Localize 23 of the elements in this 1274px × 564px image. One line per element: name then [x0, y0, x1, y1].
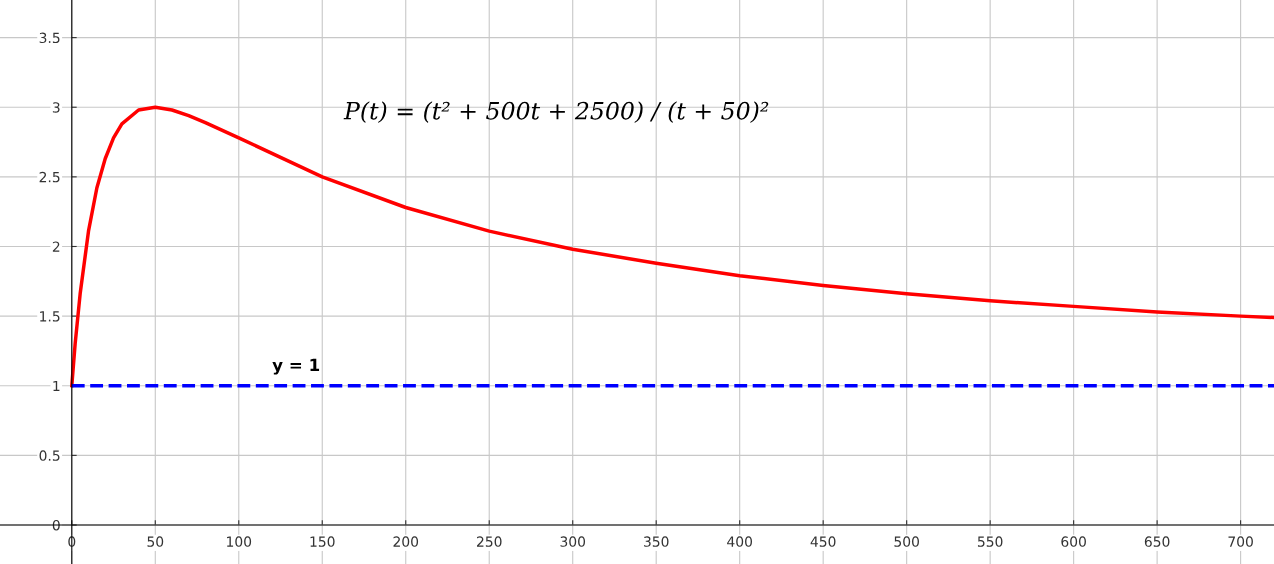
x-tick-label: 550: [977, 536, 1003, 547]
y-tick-label: 2: [52, 241, 60, 252]
x-tick-label: 700: [1228, 536, 1253, 547]
x-tick-label: 500: [894, 536, 919, 547]
ref-line-label: y = 1: [272, 358, 320, 375]
x-tick-label: 650: [1144, 536, 1170, 547]
y-tick-label: 1: [53, 380, 60, 392]
y-tick-label: 0.5: [39, 450, 60, 461]
y-tick-label: 3: [52, 102, 60, 113]
x-tick-label: 150: [310, 536, 335, 547]
x-tick-label: 450: [810, 536, 836, 547]
x-tick-label: 250: [476, 536, 502, 547]
x-tick-label: 350: [644, 536, 669, 547]
x-tick-label: 400: [727, 536, 753, 547]
y-tick-label: 1.5: [40, 311, 60, 322]
annotation: P(t) = (t² + 500t + 2500) / (t + 50)²: [343, 101, 769, 123]
x-tick-label: 200: [393, 536, 419, 547]
y-tick-label: 2.5: [39, 171, 60, 183]
y-tick-label: 3.5: [39, 32, 60, 44]
x-tick-label: 100: [227, 536, 252, 547]
x-tick-label: 50: [147, 536, 164, 547]
x-tick-label: 300: [560, 536, 586, 547]
x-tick-label: 600: [1061, 536, 1086, 547]
